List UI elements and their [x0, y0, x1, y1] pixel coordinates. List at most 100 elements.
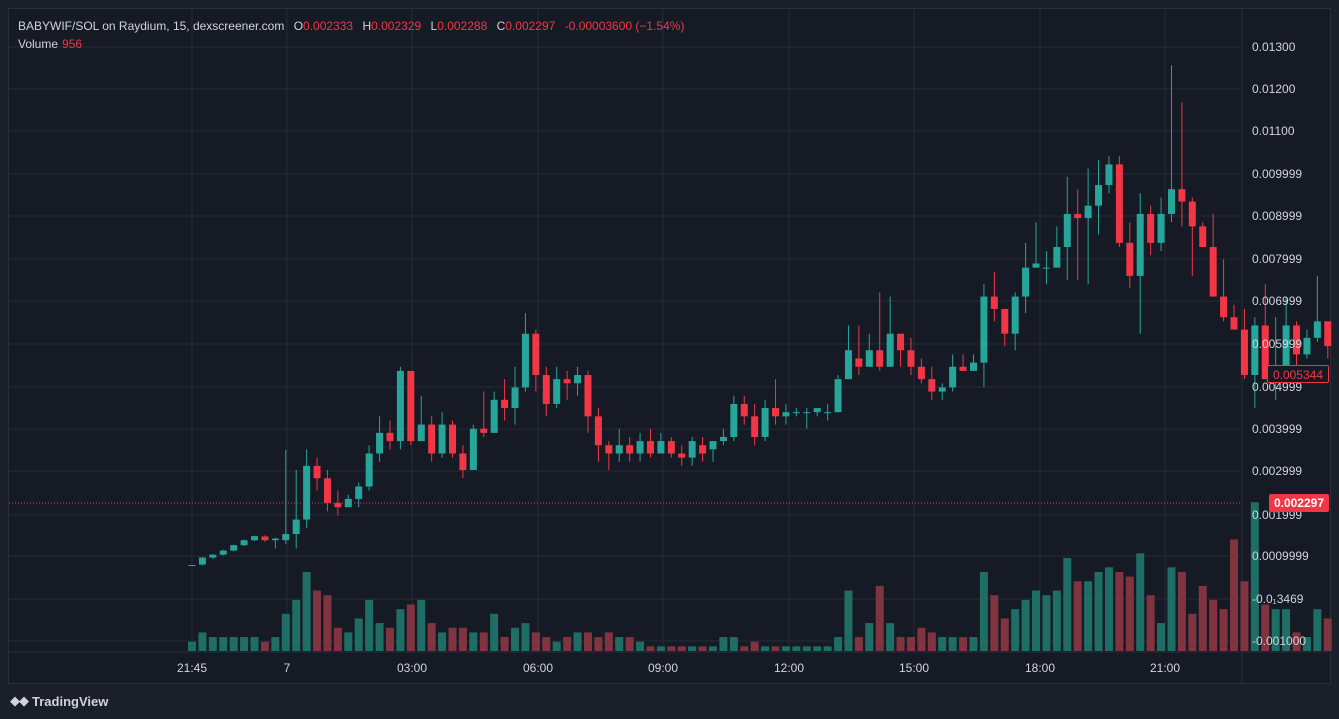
candle-body: [782, 412, 790, 417]
volume-bar: [208, 637, 217, 651]
volume-bar: [1198, 585, 1207, 651]
candle-body: [511, 387, 519, 409]
x-tick-label: 21:45: [177, 661, 207, 675]
volume-bar: [865, 623, 874, 651]
candle-body: [636, 441, 644, 454]
candle-body: [824, 412, 832, 414]
x-tick-label: 15:00: [899, 661, 929, 675]
y-tick-label: 0.005999: [1252, 337, 1302, 351]
tradingview-brand[interactable]: ◆◆ TradingView: [10, 693, 108, 709]
volume-bar: [719, 637, 728, 651]
low-label: L: [430, 19, 438, 33]
volume-bar: [834, 637, 843, 651]
volume-bar: [1104, 567, 1113, 651]
volume-bar: [500, 637, 509, 651]
volume-bar: [573, 632, 582, 651]
candle-body: [803, 412, 811, 414]
volume-bar: [271, 637, 280, 651]
x-tick-label: 03:00: [397, 661, 427, 675]
candle-body: [1293, 325, 1301, 355]
volume-bar: [448, 627, 457, 651]
close-value: 0.002297: [505, 19, 556, 33]
volume-bar: [1188, 613, 1197, 651]
y-tick-label: 0.009999: [1252, 167, 1302, 181]
candle-body: [772, 408, 780, 417]
candle-body: [1261, 325, 1269, 380]
candle-body: [667, 441, 675, 454]
volume-bar: [938, 637, 947, 651]
candle-body: [709, 441, 717, 450]
candle-body: [303, 465, 311, 520]
candle-body: [574, 375, 582, 384]
candle-body: [334, 503, 342, 508]
volume-bar: [886, 623, 895, 651]
candle-body: [313, 465, 321, 479]
candle-body: [438, 424, 446, 454]
time-axis[interactable]: 21:45 7 03:00 06:00 09:00 12:00 15:00 18:00 21:0…: [177, 661, 1180, 675]
candle-body: [980, 296, 988, 363]
volume-bar: [1011, 609, 1020, 651]
candle-body: [230, 545, 238, 551]
volume-bar: [292, 599, 301, 651]
volume-bar: [1136, 553, 1145, 651]
volume-bar: [927, 632, 936, 651]
volume-bar: [1021, 599, 1030, 651]
candle-body: [928, 379, 936, 392]
candle-body: [469, 428, 477, 471]
candle-body: [1178, 189, 1186, 202]
volume-bar: [344, 632, 353, 651]
volume-bar: [490, 613, 499, 651]
candle-body: [1011, 296, 1019, 334]
candle-body: [532, 333, 540, 376]
volume-bar: [729, 637, 738, 651]
candle-body: [563, 379, 571, 384]
volume-bars: [188, 502, 1332, 651]
volume-bar: [1032, 590, 1041, 651]
volume-bar: [979, 571, 988, 651]
volume-bar: [511, 627, 520, 651]
volume-bar: [219, 637, 228, 651]
candle-body: [1324, 321, 1332, 347]
price-axis[interactable]: 0.01300 0.01200 0.01100 0.009999 0.008999 0.0…: [1252, 40, 1309, 648]
candle-body: [897, 333, 905, 351]
volume-bar: [948, 637, 957, 651]
volume-bar: [417, 599, 426, 651]
volume-bar: [1167, 567, 1176, 651]
volume-bar: [750, 641, 759, 651]
candle-body: [615, 445, 623, 454]
candle-body: [188, 565, 196, 566]
volume-bar: [281, 613, 290, 651]
candle-body: [1209, 246, 1217, 297]
volume-bar: [229, 637, 238, 651]
volume-bar: [771, 646, 780, 651]
volume-bar: [438, 632, 447, 651]
candle-body: [730, 403, 738, 437]
volume-bar: [917, 627, 926, 651]
volume-bar: [740, 646, 749, 651]
y-tick-label: 0.01300: [1252, 40, 1296, 54]
legend-row-volume: Volume 956: [18, 35, 684, 53]
symbol-title: BABYWIF/SOL on Raydium, 15, dexscreener.…: [18, 19, 285, 33]
volume-bar: [1250, 502, 1259, 651]
chart-legend: BABYWIF/SOL on Raydium, 15, dexscreener.…: [18, 17, 684, 53]
volume-bar: [1042, 595, 1051, 651]
candle-body: [1105, 164, 1113, 186]
volume-bar: [1230, 539, 1238, 651]
candle-body: [1167, 189, 1175, 214]
candle-body: [886, 333, 894, 367]
y-tick-label: 0.007999: [1252, 252, 1302, 266]
volume-bar: [479, 632, 488, 651]
y-tick-label: -0.001000: [1252, 634, 1306, 648]
candle-body: [1063, 213, 1071, 247]
close-label: C: [496, 19, 506, 33]
candle-body: [1220, 296, 1228, 318]
change-value: -0.00003600 (−1.54%): [564, 19, 685, 33]
volume-bar: [427, 623, 436, 651]
candle-body: [855, 358, 863, 367]
candle-body: [1001, 308, 1009, 334]
candle-body: [834, 379, 842, 413]
candle-body: [594, 416, 602, 446]
volume-bar: [1084, 581, 1093, 651]
candle-body: [480, 428, 488, 433]
